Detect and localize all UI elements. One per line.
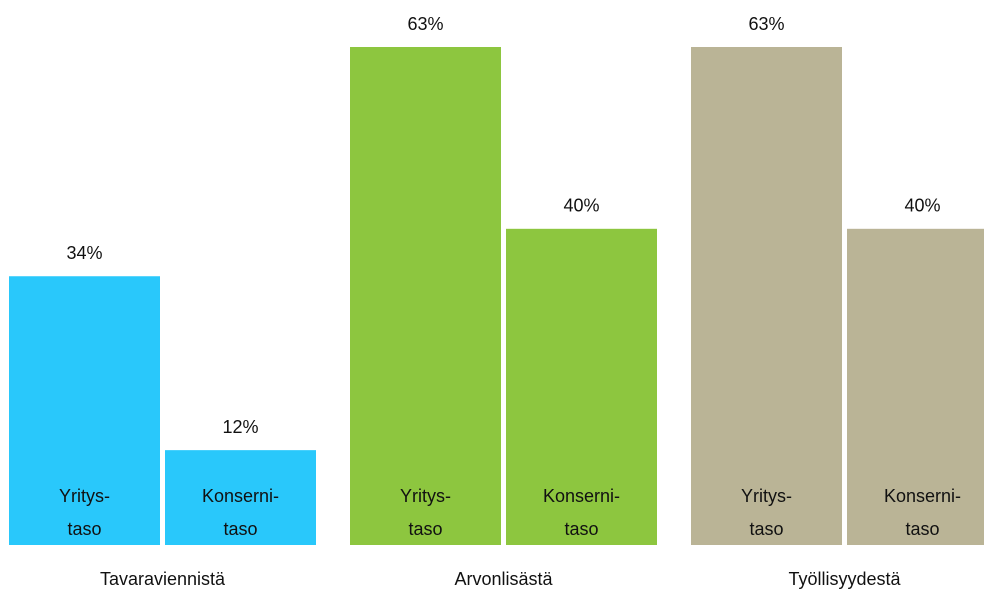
bar-label: taso <box>408 519 442 539</box>
bar-label: Yritys- <box>59 486 110 506</box>
bar-label: Konserni- <box>543 486 620 506</box>
bar-label: Konserni- <box>202 486 279 506</box>
bar-label: Yritys- <box>400 486 451 506</box>
category-label: Työllisyydestä <box>788 569 901 589</box>
bar <box>691 47 842 545</box>
value-label: 12% <box>222 417 258 437</box>
category-label: Arvonlisästä <box>454 569 553 589</box>
value-label: 63% <box>407 14 443 34</box>
bar-label: Konserni- <box>884 486 961 506</box>
bar <box>506 228 657 546</box>
bar-label: taso <box>749 519 783 539</box>
value-label: 40% <box>904 196 940 216</box>
bar-label: taso <box>223 519 257 539</box>
bar-label: taso <box>67 519 101 539</box>
bar-label: taso <box>905 519 939 539</box>
bar <box>847 228 984 546</box>
bar-label: Yritys- <box>741 486 792 506</box>
bar <box>165 450 316 545</box>
bar <box>9 276 160 545</box>
bar-label: taso <box>564 519 598 539</box>
value-label: 63% <box>748 14 784 34</box>
category-label: Tavaraviennistä <box>100 569 226 589</box>
bar <box>350 47 501 545</box>
value-label: 40% <box>563 196 599 216</box>
value-label: 34% <box>66 243 102 263</box>
